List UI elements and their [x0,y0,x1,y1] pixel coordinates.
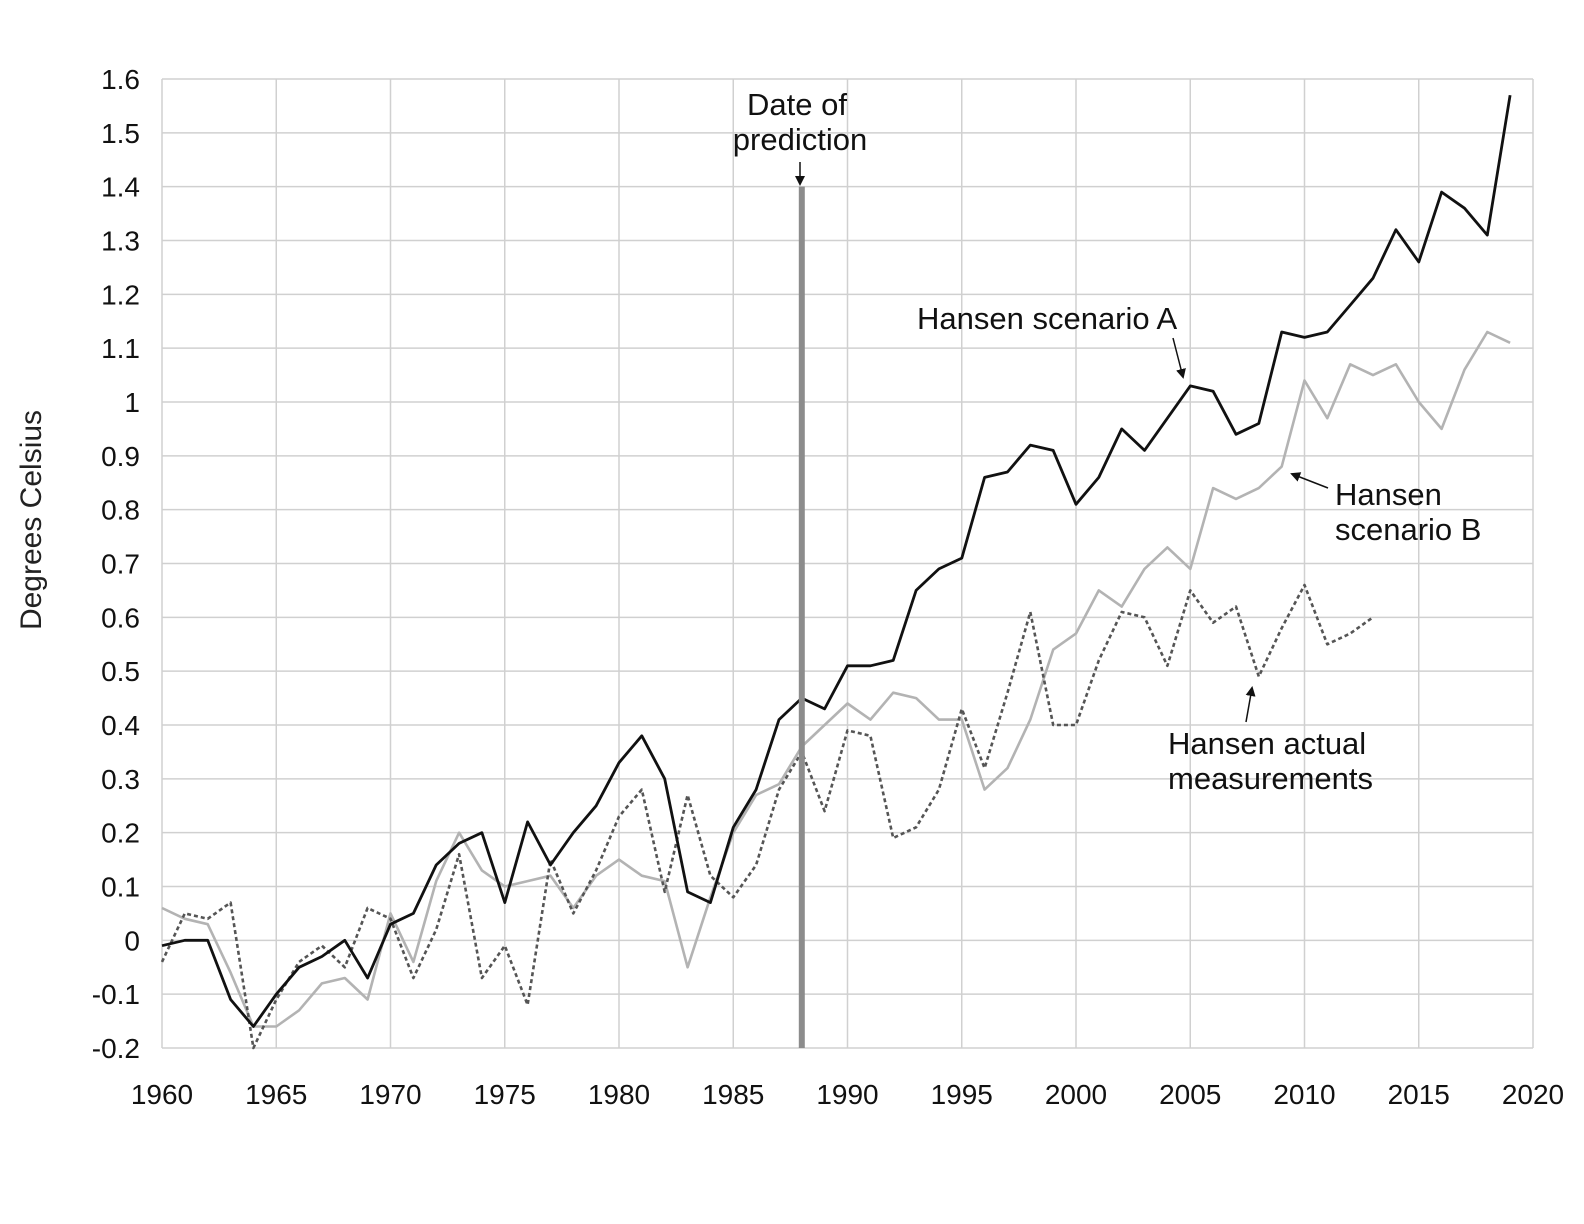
y-tick-label: 1.1 [101,333,140,364]
grid [161,78,1534,1049]
x-axis-tick-labels: 1960 1965 1970 1975 1980 1985 1990 1995 2000 2005… [131,1079,1564,1110]
y-tick-label: 0.7 [101,549,140,580]
y-tick-label: 0.6 [101,602,140,633]
scenario-b-arrow [1290,472,1329,489]
y-tick-label: 1.4 [101,172,140,203]
y-tick-label: 0.8 [101,495,140,526]
y-tick-label: -0.2 [92,1033,140,1064]
x-tick-label: 1980 [588,1079,650,1110]
y-tick-label: 1.3 [101,226,140,257]
actual-arrow [1245,686,1256,723]
actual-label-line1: Hansen actual [1168,726,1366,761]
y-tick-label: 0.9 [101,441,140,472]
x-tick-label: 1985 [702,1079,764,1110]
y-axis-title: Degrees Celsius [15,410,48,630]
x-tick-label: 1995 [931,1079,993,1110]
series [160,94,1512,1050]
y-axis-tick-labels: 1.6 1.5 1.4 1.3 1.2 1.1 1 0.9 0.8 0.7 0.6 0.5 0.4 0.3… [92,64,140,1064]
series-actual-measurements-line [160,583,1374,1050]
actual-label-line2: measurements [1168,761,1373,796]
scenario-a-arrow [1172,337,1186,379]
y-tick-label: 0.2 [101,818,140,849]
y-tick-label: 0.3 [101,764,140,795]
x-tick-label: 1970 [359,1079,421,1110]
series-scenario-a-line [161,94,1512,1028]
x-tick-label: 1960 [131,1079,193,1110]
y-tick-label: 1.5 [101,118,140,149]
scenario-b-label-line1: Hansen [1335,477,1442,512]
y-tick-label: 1.6 [101,64,140,95]
y-tick-label: 1.2 [101,279,140,310]
x-tick-label: 2005 [1159,1079,1221,1110]
y-tick-label: 0.5 [101,656,140,687]
scenario-b-label-line2: scenario B [1335,512,1481,547]
x-tick-label: 2015 [1388,1079,1450,1110]
y-tick-label: -0.1 [92,979,140,1010]
prediction-label-line2: prediction [733,122,867,157]
x-tick-label: 2010 [1273,1079,1335,1110]
y-tick-label: 0.4 [101,710,140,741]
y-tick-label: 0 [124,925,140,956]
series-scenario-b-line [161,330,1511,1028]
prediction-label-line1: Date of [747,87,847,122]
x-tick-label: 1990 [816,1079,878,1110]
x-tick-label: 2020 [1502,1079,1564,1110]
y-tick-label: 0.1 [101,872,140,903]
x-tick-label: 1965 [245,1079,307,1110]
y-tick-label: 1 [124,387,140,418]
x-tick-label: 2000 [1045,1079,1107,1110]
scenario-a-label: Hansen scenario A [917,301,1178,336]
x-tick-label: 1975 [474,1079,536,1110]
